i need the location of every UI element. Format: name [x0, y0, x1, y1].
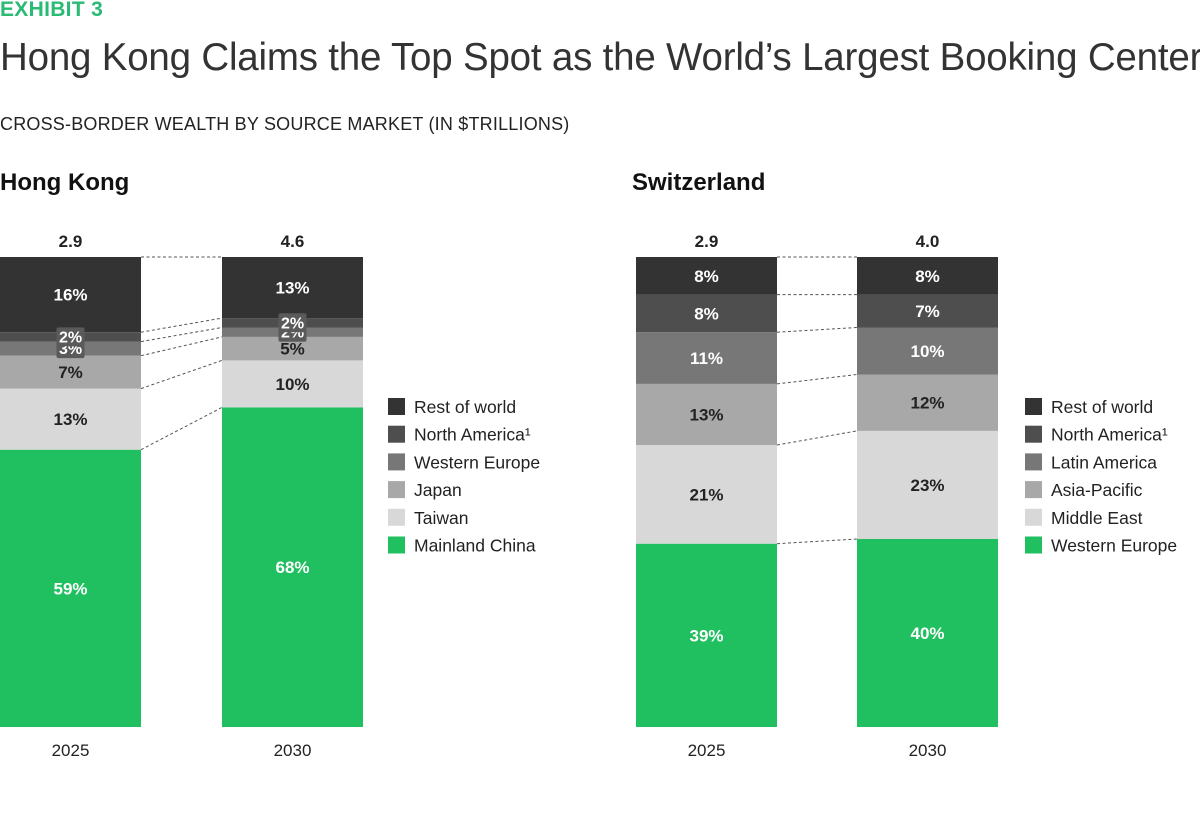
switzerland-legend-swatch-middle-east: [1025, 508, 1042, 526]
switzerland-western-europe-2025-label: 39%: [689, 626, 723, 645]
switzerland-rest-of-world-2030-bar: [857, 257, 998, 295]
hong-kong-legend-label-north-america: North America¹: [414, 425, 531, 445]
panel-title-switzerland: Switzerland: [632, 169, 766, 196]
switzerland-latin-america-2030-label: 10%: [910, 342, 944, 361]
hong-kong-connector-line: [140, 336, 223, 357]
switzerland-north-america-2030-label: 7%: [915, 302, 940, 321]
hong-kong-north-america-2030-label: 2%: [281, 315, 304, 332]
switzerland-legend-label-north-america: North America¹: [1051, 425, 1168, 445]
hong-kong-legend-swatch-rest-of-world: [388, 398, 405, 415]
hong-kong-connector-line: [140, 406, 223, 451]
switzerland-legend-swatch-western-europe: [1025, 536, 1042, 554]
switzerland-western-europe-2030-bar: [857, 539, 998, 727]
hong-kong-total-2025: 2.9: [59, 232, 83, 251]
hong-kong-rest-of-world-2030-bar: [222, 257, 363, 319]
switzerland-latin-america-2025-label: 11%: [690, 349, 723, 368]
hong-kong-taiwan-2025-bar: [0, 388, 141, 450]
switzerland-legend-swatch-asia-pacific: [1025, 481, 1042, 499]
hong-kong-north-america-2025-label: 2%: [59, 329, 82, 346]
switzerland-total-2025: 2.9: [695, 232, 719, 251]
switzerland-rest-of-world-2030-label: 8%: [915, 267, 940, 286]
switzerland-connector-line: [776, 430, 858, 446]
switzerland-connector-line: [776, 374, 858, 385]
switzerland-legend-swatch-north-america: [1025, 425, 1042, 443]
switzerland-western-europe-2030-label: 40%: [910, 624, 944, 643]
hong-kong-label-box: [56, 327, 85, 347]
exhibit-label: EXHIBIT 3: [0, 0, 104, 21]
hong-kong-legend-label-western-europe: Western Europe: [414, 452, 540, 472]
hong-kong-rest-of-world-2025-bar: [0, 257, 141, 333]
switzerland-x-tick-2030: 2030: [909, 741, 947, 760]
hong-kong-legend-swatch-japan: [388, 481, 405, 499]
switzerland-total-2030: 4.0: [916, 232, 940, 251]
hong-kong-rest-of-world-2025-label: 16%: [53, 286, 87, 305]
switzerland-rest-of-world-2025-label: 8%: [694, 267, 719, 286]
hong-kong-rest-of-world-2030-label: 13%: [275, 279, 309, 298]
switzerland-asia-pacific-2025-bar: [636, 383, 777, 445]
hong-kong-mainland-china-2030-label: 68%: [275, 558, 309, 577]
switzerland-middle-east-2030-label: 23%: [910, 476, 944, 495]
hong-kong-label-box: [278, 313, 307, 333]
hong-kong-x-tick-2025: 2025: [52, 741, 90, 760]
switzerland-middle-east-2025-bar: [636, 445, 777, 544]
switzerland-north-america-2025-bar: [636, 294, 777, 333]
switzerland-middle-east-2025-label: 21%: [689, 485, 723, 504]
hong-kong-connector-line: [140, 359, 223, 390]
hong-kong-legend-swatch-mainland-china: [388, 536, 405, 554]
hong-kong-connector-line: [140, 317, 223, 333]
switzerland-asia-pacific-2025-label: 13%: [689, 406, 723, 425]
hong-kong-legend-label-taiwan: Taiwan: [414, 508, 468, 528]
switzerland-middle-east-2030-bar: [857, 430, 998, 539]
switzerland-legend-label-latin-america: Latin America: [1051, 452, 1157, 472]
hong-kong-mainland-china-2025-label: 59%: [53, 579, 87, 598]
hong-kong-legend-label-rest-of-world: Rest of world: [414, 397, 516, 417]
switzerland-connector-line: [776, 538, 858, 545]
hong-kong-legend-label-japan: Japan: [414, 480, 462, 500]
switzerland-asia-pacific-2030-bar: [857, 374, 998, 431]
page-title: Hong Kong Claims the Top Spot as the Wor…: [0, 36, 1200, 79]
hong-kong-legend-swatch-taiwan: [388, 508, 405, 526]
switzerland-latin-america-2025-bar: [636, 332, 777, 384]
switzerland-rest-of-world-2025-bar: [636, 257, 777, 295]
hong-kong-japan-2030-label: 5%: [280, 340, 305, 359]
panel-title-hong-kong: Hong Kong: [0, 169, 130, 196]
switzerland-latin-america-2030-bar: [857, 327, 998, 375]
switzerland-connector-line: [776, 327, 858, 333]
hong-kong-connector-line: [140, 327, 223, 343]
hong-kong-legend-swatch-western-europe: [388, 453, 405, 471]
switzerland-x-tick-2025: 2025: [688, 741, 726, 760]
hong-kong-mainland-china-2025-bar: [0, 449, 141, 727]
switzerland-legend-label-western-europe: Western Europe: [1051, 536, 1177, 556]
hong-kong-japan-2025-bar: [0, 355, 141, 389]
hong-kong-total-2030: 4.6: [281, 232, 305, 251]
switzerland-legend-swatch-latin-america: [1025, 453, 1042, 471]
switzerland-legend-label-rest-of-world: Rest of world: [1051, 397, 1153, 417]
hong-kong-japan-2025-label: 7%: [58, 363, 83, 382]
switzerland-legend-swatch-rest-of-world: [1025, 398, 1042, 415]
switzerland-north-america-2025-label: 8%: [694, 304, 719, 323]
hong-kong-x-tick-2030: 2030: [274, 741, 312, 760]
chart-subtitle: CROSS-BORDER WEALTH BY SOURCE MARKET (IN…: [0, 114, 570, 134]
hong-kong-mainland-china-2030-bar: [222, 407, 363, 727]
switzerland-legend-label-asia-pacific: Asia-Pacific: [1051, 480, 1143, 500]
switzerland-north-america-2030-bar: [857, 294, 998, 328]
switzerland-western-europe-2025-bar: [636, 543, 777, 727]
hong-kong-taiwan-2030-bar: [222, 360, 363, 408]
switzerland-legend-label-middle-east: Middle East: [1051, 508, 1143, 528]
hong-kong-japan-2030-bar: [222, 336, 363, 361]
switzerland-asia-pacific-2030-label: 12%: [910, 394, 944, 413]
hong-kong-taiwan-2025-label: 13%: [53, 410, 87, 429]
hong-kong-taiwan-2030-label: 10%: [275, 375, 309, 394]
hong-kong-legend-swatch-north-america: [388, 425, 405, 443]
hong-kong-legend-label-mainland-china: Mainland China: [414, 536, 536, 556]
